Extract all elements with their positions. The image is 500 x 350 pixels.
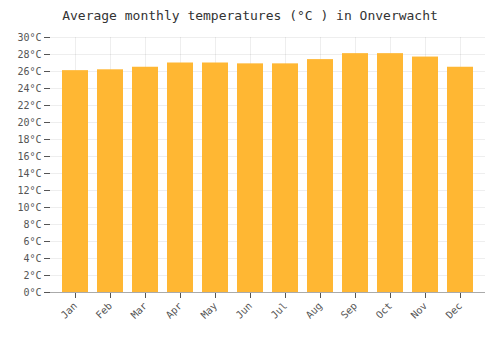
svg-text:16°C: 16°C [17,151,41,162]
svg-text:Apr: Apr [164,300,185,321]
svg-text:4°C: 4°C [23,253,41,264]
svg-text:0°C: 0°C [23,287,41,298]
svg-text:Dec: Dec [444,300,465,321]
svg-text:10°C: 10°C [17,202,41,213]
svg-text:Nov: Nov [409,300,430,321]
svg-text:14°C: 14°C [17,168,41,179]
svg-text:Mar: Mar [129,300,150,321]
svg-text:20°C: 20°C [17,117,41,128]
svg-text:28°C: 28°C [17,49,41,60]
svg-text:Jul: Jul [269,300,290,321]
svg-text:Jan: Jan [59,300,80,321]
svg-text:22°C: 22°C [17,100,41,111]
svg-text:8°C: 8°C [23,219,41,230]
svg-text:12°C: 12°C [17,185,41,196]
svg-text:24°C: 24°C [17,83,41,94]
svg-text:26°C: 26°C [17,66,41,77]
svg-text:18°C: 18°C [17,134,41,145]
html-text:Average monthly temperatures (: Average monthly temperatures (°C ) in On… [62,8,438,23]
svg-text:Oct: Oct [374,300,395,321]
svg-text:May: May [199,300,220,321]
svg-text:6°C: 6°C [23,236,41,247]
svg-text:Aug: Aug [304,300,325,321]
svg-text:30°C: 30°C [17,32,41,43]
svg-text:2°C: 2°C [23,270,41,281]
svg-text:Sep: Sep [339,300,360,321]
svg-text:Feb: Feb [94,300,115,321]
svg-text:Jun: Jun [234,300,255,321]
